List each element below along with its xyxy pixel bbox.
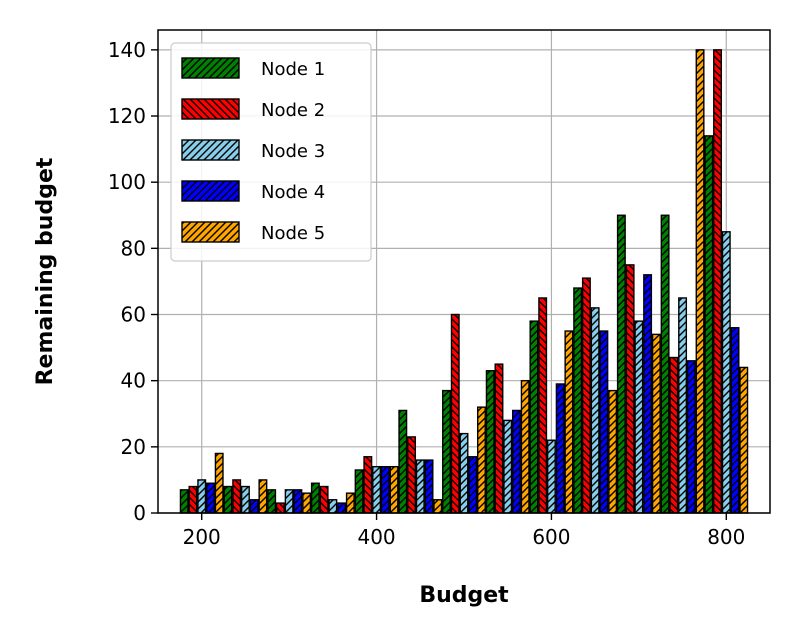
bar-node-2 (538, 297, 548, 514)
bar-node-1 (179, 489, 189, 514)
bar-node-5 (651, 333, 661, 514)
bar-node-1 (573, 287, 583, 514)
bar-node-4 (249, 499, 259, 514)
x-tick-label: 600 (532, 525, 570, 549)
bar-node-1 (310, 482, 320, 514)
legend-swatch (181, 221, 240, 243)
bar-node-1 (660, 214, 670, 514)
y-tick-label: 20 (121, 435, 146, 459)
bar-node-4 (643, 274, 653, 514)
legend-label: Node 5 (261, 223, 325, 244)
bar-node-2 (407, 436, 417, 514)
bar-node-5 (695, 49, 705, 514)
bar-node-1 (354, 469, 364, 514)
bar-node-2 (188, 485, 198, 514)
bar-node-4 (380, 465, 390, 514)
bar-node-5 (258, 479, 268, 514)
bar-node-2 (450, 313, 460, 514)
bar-node-1 (704, 135, 714, 514)
bar-node-2 (319, 485, 329, 514)
bar-node-4 (293, 489, 303, 514)
bar-node-1 (223, 485, 233, 514)
bar-node-1 (529, 320, 539, 514)
bar-node-2 (625, 264, 635, 514)
bar-node-5 (520, 379, 530, 514)
bar-node-3 (372, 465, 382, 514)
y-tick-label: 40 (121, 369, 146, 393)
bar-node-4 (599, 330, 609, 514)
bar-node-5 (477, 406, 486, 514)
legend-label: Node 2 (261, 100, 325, 121)
x-tick-label: 800 (707, 525, 745, 549)
legend-box (170, 42, 372, 262)
legend-label: Node 1 (261, 59, 325, 80)
y-tick-label: 140 (108, 38, 146, 62)
bar-node-3 (197, 479, 207, 514)
bar-node-5 (564, 330, 574, 514)
bar-node-3 (678, 297, 688, 514)
x-tick-label: 400 (357, 525, 395, 549)
legend-swatch (181, 139, 240, 161)
x-axis-title: Budget (419, 583, 509, 608)
bar-node-3 (459, 432, 469, 514)
y-tick-label: 120 (108, 104, 146, 128)
axis-ticks: 200 400 600 800 0 20 40 60 80 100 120 140 (108, 38, 746, 549)
y-tick-label: 100 (108, 170, 146, 194)
bar-node-1 (398, 409, 408, 514)
bar-node-1 (616, 214, 626, 514)
y-tick-label: 0 (133, 501, 146, 525)
legend-label: Node 3 (261, 141, 325, 162)
bar-node-2 (669, 356, 679, 514)
bar-node-3 (240, 485, 250, 514)
bar-node-2 (581, 277, 591, 514)
bar-node-4 (730, 327, 740, 514)
bar-node-3 (634, 320, 644, 514)
bar-node-3 (546, 439, 556, 514)
legend: Node 1 Node 2 Node 3 Node 4 Node 5 (170, 42, 372, 262)
bar-node-2 (363, 456, 373, 514)
plot-frame (157, 29, 771, 514)
legend-swatch (181, 57, 240, 79)
bar-node-4 (468, 456, 478, 514)
bar-node-2 (275, 502, 285, 514)
bar-node-5 (302, 492, 312, 514)
bar-node-5 (345, 492, 355, 514)
bar-node-3 (328, 499, 338, 514)
bar-node-5 (433, 499, 443, 514)
bar-node-5 (214, 452, 224, 514)
bar-node-2 (494, 363, 504, 514)
bar-node-4 (205, 482, 215, 514)
bar-node-3 (284, 489, 294, 514)
legend-label: Node 4 (261, 182, 325, 203)
bar-node-1 (442, 389, 451, 514)
bar-node-3 (415, 459, 425, 514)
bar-node-4 (686, 360, 696, 514)
bar-node-3 (721, 231, 731, 514)
y-tick-label: 80 (121, 236, 146, 260)
bar-node-5 (608, 389, 618, 514)
bar-node-4 (424, 459, 434, 514)
bar-node-1 (267, 489, 277, 514)
bar-node-1 (485, 370, 495, 514)
y-tick-label: 60 (121, 303, 146, 327)
bar-node-2 (232, 479, 242, 514)
legend-swatch (181, 180, 240, 202)
bar-node-4 (511, 409, 521, 514)
legend-swatch (181, 98, 240, 120)
x-tick-label: 200 (183, 525, 221, 549)
bar-node-3 (590, 307, 600, 514)
bar-node-4 (337, 502, 347, 514)
bar-node-5 (739, 366, 749, 514)
bar-node-5 (389, 465, 399, 514)
bar-node-2 (713, 49, 723, 514)
bar-node-3 (503, 419, 513, 514)
bar-node-4 (555, 383, 565, 514)
y-axis-title: Remaining budget (33, 157, 58, 385)
